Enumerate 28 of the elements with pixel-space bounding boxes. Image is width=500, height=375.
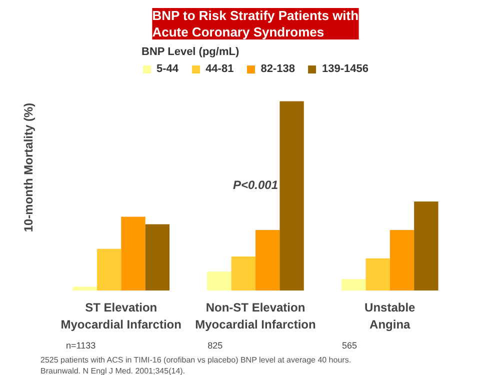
x-tick-label: Unstable Angina: [364, 300, 416, 332]
bar: [231, 256, 256, 290]
legend-label: 139-1456: [322, 63, 368, 75]
text: 2525 patients with ACS in TIMI-16 (orofiban vs placebo) BNP level at average 40 hours.: [40, 356, 352, 364]
annotation: P<0.001: [232, 178, 278, 192]
bar: [207, 272, 232, 290]
bar: [366, 258, 390, 290]
bar: [280, 101, 304, 290]
x-tick-label: Non-ST Elevation Myocardial Infarction: [195, 300, 316, 332]
text: n=1133: [66, 340, 96, 350]
text: Braunwald. N Engl J Med. 2001;345(14).: [40, 366, 186, 375]
legend-label: 82-138: [260, 63, 295, 75]
y-axis-title: 10-month Mortality (%): [22, 102, 36, 232]
bar: [390, 230, 414, 290]
bar: [145, 224, 170, 290]
bar: [72, 286, 97, 290]
bar: [342, 279, 366, 290]
legend-label: 5-44: [156, 63, 179, 75]
legend-title: BNP Level (pg/mL): [142, 46, 240, 58]
bar: [256, 230, 280, 290]
bar: [121, 216, 146, 290]
text: 825: [208, 340, 223, 350]
x-tick-label: ST Elevation Myocardial Infarction: [60, 300, 182, 332]
chart-title: BNP to Risk Stratify Patients with Acute Coronary Syndromes: [152, 8, 359, 40]
bar: [414, 202, 438, 290]
text: 565: [342, 340, 358, 350]
bar: [96, 248, 122, 290]
legend-label: 44-81: [206, 63, 234, 75]
